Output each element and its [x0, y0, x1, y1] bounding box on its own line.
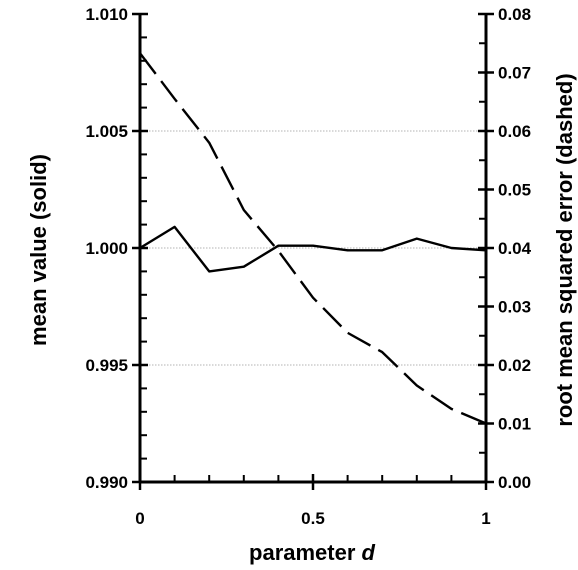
y-left-tick-label: 0.995 — [85, 356, 128, 375]
axis-ticks — [132, 14, 494, 490]
y-left-tick-label: 1.000 — [85, 239, 128, 258]
x-axis-title-var: d — [362, 540, 376, 565]
y-right-tick-label: 0.05 — [498, 181, 531, 200]
y-right-tick-label: 0.06 — [498, 122, 531, 141]
series-line-dashed — [140, 53, 486, 423]
y-axis-left-title: mean value (solid) — [26, 154, 51, 346]
x-axis-title-text: parameter — [249, 540, 362, 565]
y-right-tick-label: 0.08 — [498, 5, 531, 24]
x-tick-label: 0.5 — [301, 509, 325, 528]
y-left-tick-label: 1.005 — [85, 122, 128, 141]
y-right-tick-label: 0.02 — [498, 356, 531, 375]
y-right-tick-label: 0.00 — [498, 473, 531, 492]
x-tick-label: 1 — [481, 509, 490, 528]
y-right-tick-label: 0.07 — [498, 64, 531, 83]
x-tick-label: 0 — [135, 509, 144, 528]
y-right-tick-label: 0.04 — [498, 239, 532, 258]
y-left-tick-label: 0.990 — [85, 473, 128, 492]
y-right-tick-label: 0.03 — [498, 298, 531, 317]
y-left-tick-label: 1.010 — [85, 5, 128, 24]
y-axis-right-title: root mean squared error (dashed) — [552, 73, 577, 426]
series-line-solid — [140, 227, 486, 272]
tick-labels: 0.990 0.995 1.000 1.005 1.010 0.00 0.01 0.02 0.0… — [85, 5, 531, 528]
series-lines — [140, 53, 486, 423]
x-axis-title: parameter d — [249, 540, 376, 565]
y-right-tick-label: 0.01 — [498, 415, 531, 434]
